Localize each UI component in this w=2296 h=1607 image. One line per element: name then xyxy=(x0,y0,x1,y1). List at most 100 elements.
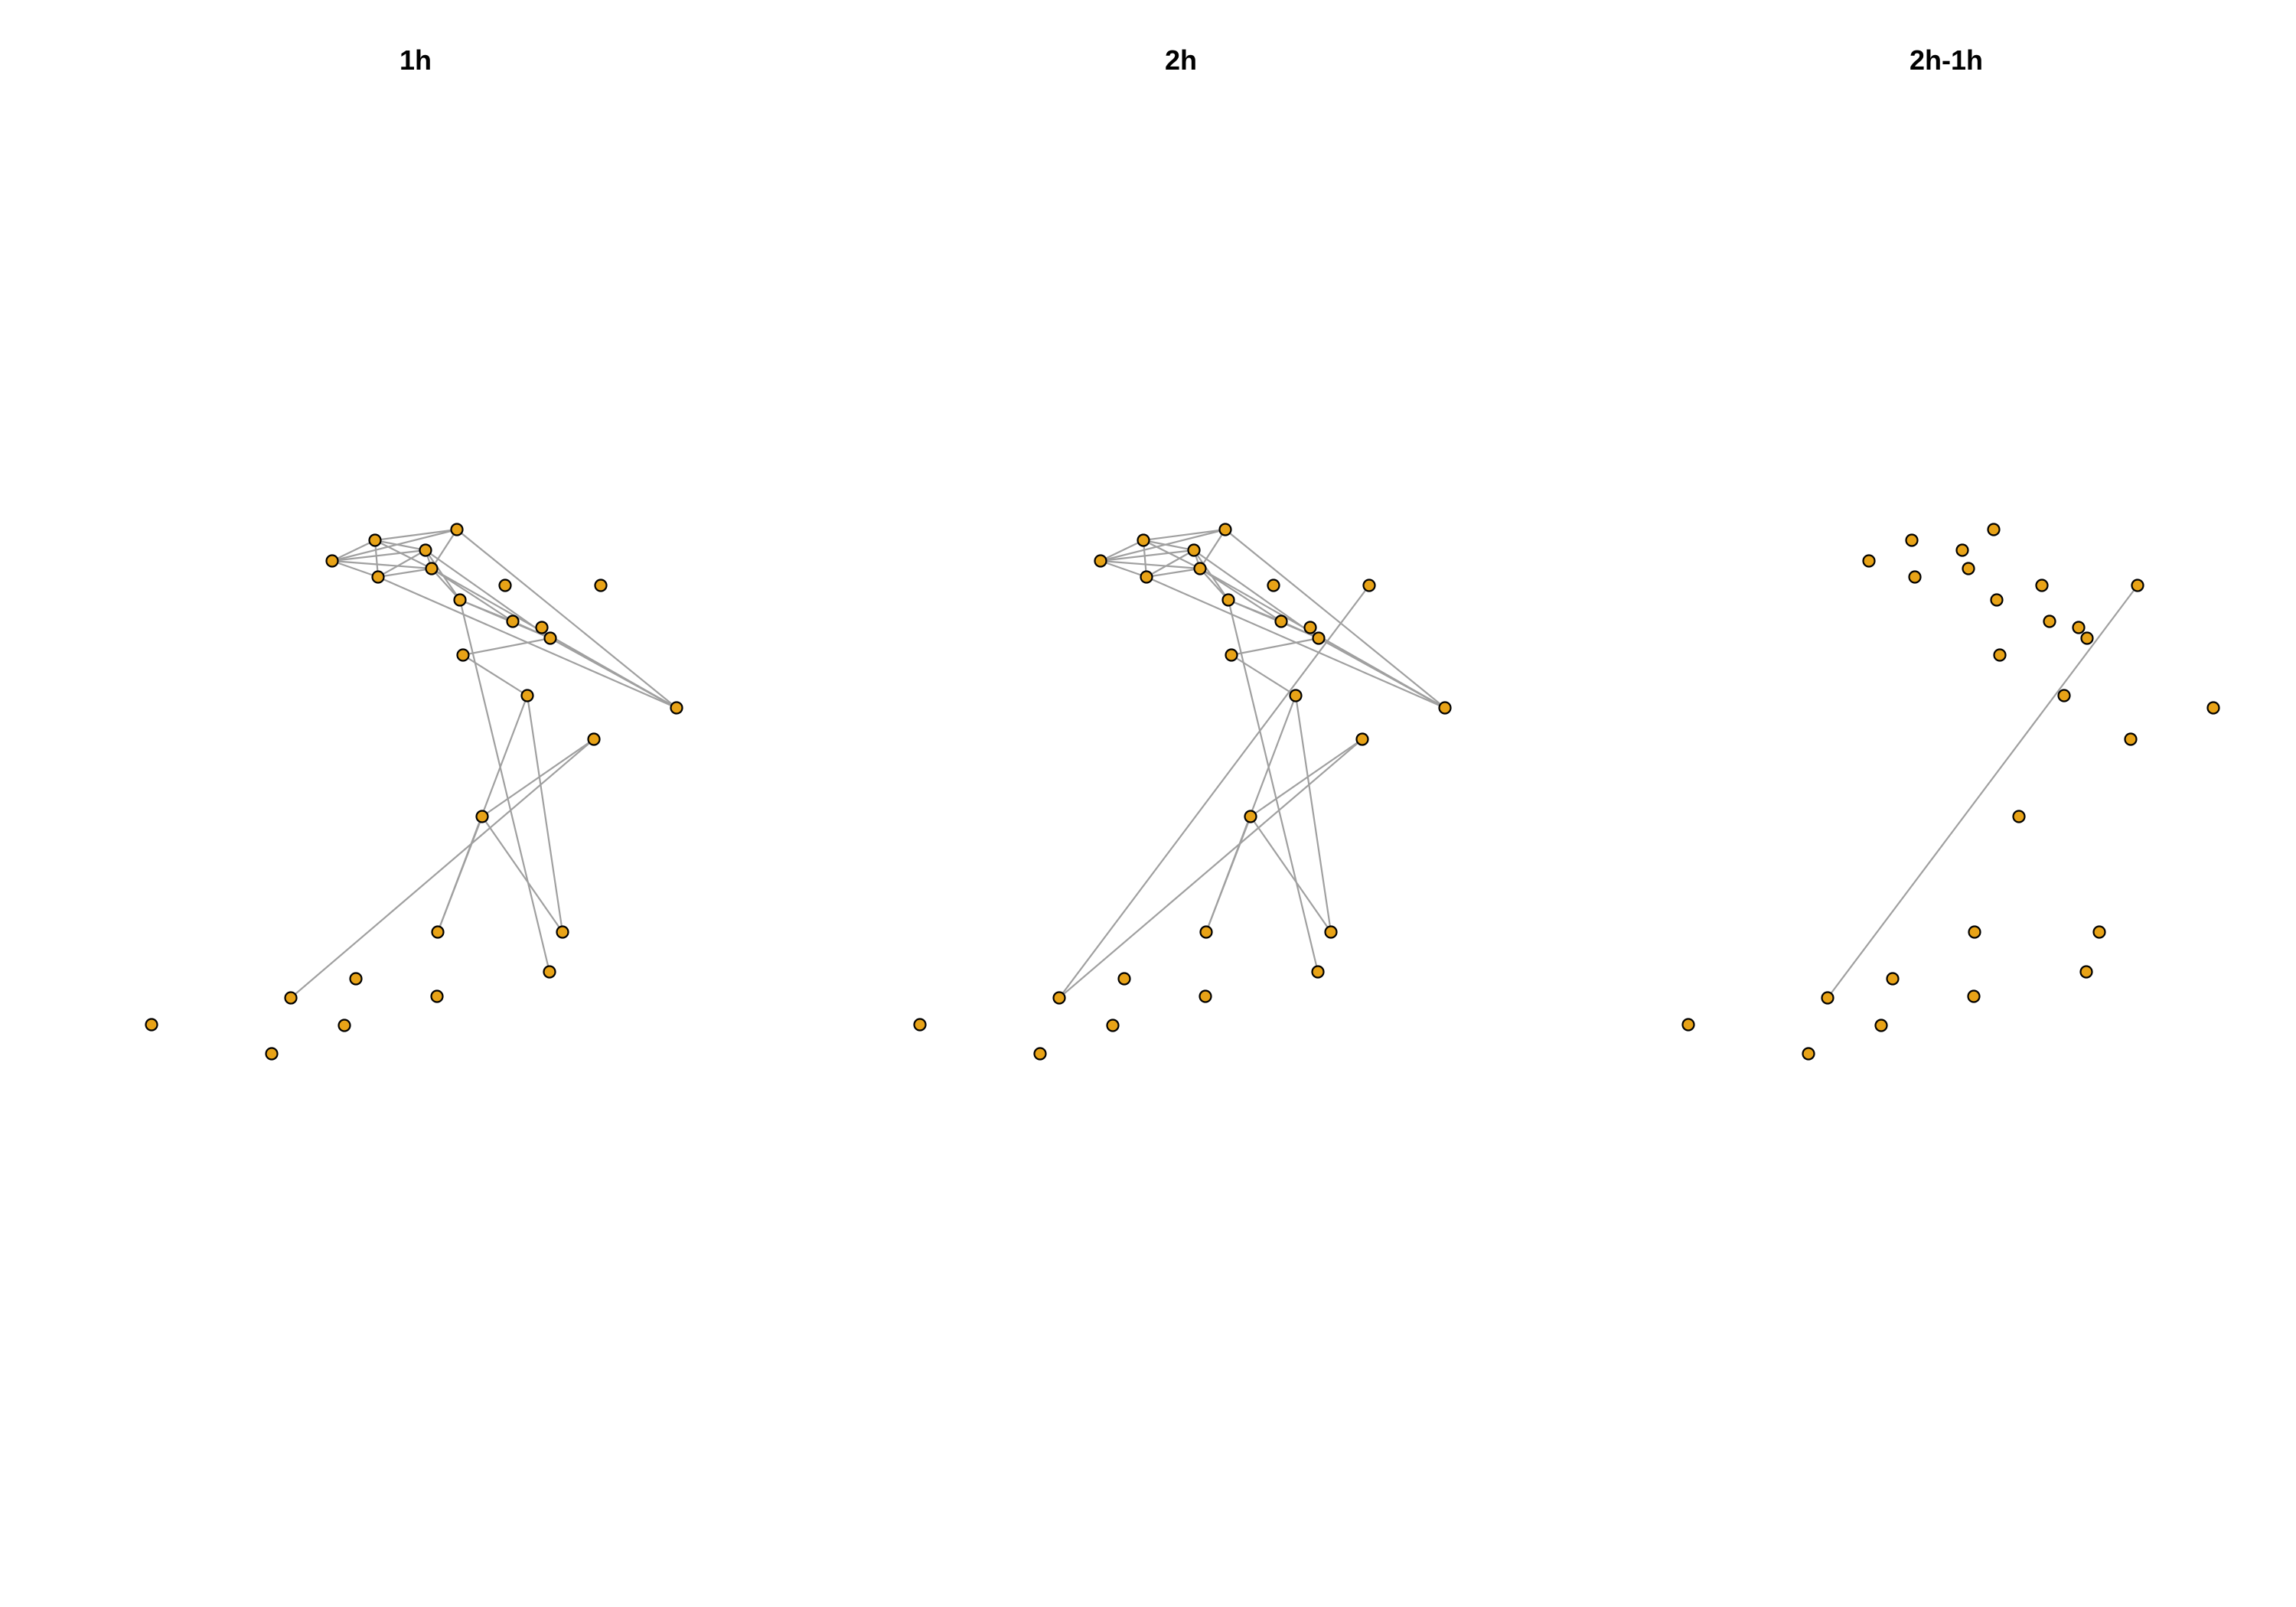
edge xyxy=(431,529,458,569)
node xyxy=(2043,614,2056,628)
edge xyxy=(1100,549,1195,562)
edge xyxy=(1199,568,1282,622)
node xyxy=(670,701,683,715)
edge xyxy=(1205,816,1252,933)
panel-title-2h-1h: 2h-1h xyxy=(1909,44,1983,76)
node xyxy=(425,562,439,575)
edge xyxy=(377,549,426,578)
node xyxy=(456,648,470,662)
edge xyxy=(526,695,564,933)
node xyxy=(2012,810,2026,823)
edge xyxy=(331,559,379,579)
node xyxy=(1312,631,1326,645)
node xyxy=(349,972,363,986)
node xyxy=(453,593,467,607)
node xyxy=(1990,593,2004,607)
node xyxy=(587,732,601,746)
node xyxy=(1324,925,1338,939)
edges-2h xyxy=(1058,528,1446,999)
edge xyxy=(1146,549,1195,578)
edge xyxy=(436,816,484,933)
edge xyxy=(1294,695,1332,933)
node xyxy=(325,554,339,568)
node xyxy=(1289,689,1303,702)
edge xyxy=(1058,585,1370,999)
edge xyxy=(1250,816,1332,933)
node xyxy=(1905,533,1919,547)
node xyxy=(1862,554,1876,568)
nodes-1h xyxy=(145,523,683,1061)
edge xyxy=(1231,637,1319,657)
edge xyxy=(377,567,432,579)
panel-2h-1h xyxy=(1681,523,2220,1061)
edge xyxy=(1193,549,1319,639)
node xyxy=(1199,925,1213,939)
node xyxy=(450,523,464,536)
edge xyxy=(1143,528,1226,542)
node xyxy=(1362,579,1376,592)
node xyxy=(1967,989,1981,1003)
node xyxy=(1267,579,1280,592)
node xyxy=(1821,991,1835,1005)
edge xyxy=(1199,529,1226,569)
edge xyxy=(458,599,551,973)
node xyxy=(1187,543,1201,557)
node xyxy=(419,543,432,557)
edge xyxy=(1318,637,1446,709)
node xyxy=(1908,570,1922,584)
node xyxy=(556,925,569,939)
node xyxy=(913,1018,927,1032)
node xyxy=(145,1018,158,1032)
node xyxy=(2206,701,2220,715)
node xyxy=(1052,991,1066,1005)
node xyxy=(2131,579,2144,592)
edge xyxy=(331,549,426,562)
node xyxy=(2035,579,2049,592)
node xyxy=(2124,732,2138,746)
node xyxy=(535,621,549,634)
edge xyxy=(374,528,458,542)
node xyxy=(1955,543,1969,557)
node xyxy=(1968,925,1981,939)
node xyxy=(1355,732,1369,746)
edge xyxy=(1100,559,1147,579)
node xyxy=(520,689,534,702)
node xyxy=(1681,1018,1695,1032)
edge xyxy=(1231,654,1296,696)
node xyxy=(338,1019,351,1032)
edges-1h xyxy=(290,528,677,999)
node xyxy=(1438,701,1452,715)
edge xyxy=(1100,559,1201,570)
edge xyxy=(481,738,595,817)
node xyxy=(594,579,608,592)
edge xyxy=(550,637,677,709)
node xyxy=(1962,562,1975,575)
edge xyxy=(290,738,595,999)
edge xyxy=(425,549,551,639)
node xyxy=(498,579,512,592)
edge xyxy=(331,559,432,570)
edge xyxy=(1100,528,1226,562)
node xyxy=(431,925,445,939)
edge xyxy=(481,816,563,933)
panel-1h xyxy=(145,523,683,1061)
edge xyxy=(1146,567,1201,579)
node xyxy=(1137,533,1150,547)
node xyxy=(1244,810,1257,823)
edge xyxy=(374,539,432,569)
edge xyxy=(331,528,458,562)
node xyxy=(284,991,298,1005)
nodes-2h xyxy=(913,523,1452,1061)
edge xyxy=(1100,539,1144,562)
panel-title-1h: 1h xyxy=(399,44,432,76)
node xyxy=(1225,648,1238,662)
node xyxy=(1274,614,1288,628)
edge xyxy=(1280,620,1319,640)
edge xyxy=(1250,738,1363,817)
nodes-2h-1h xyxy=(1681,523,2220,1061)
node xyxy=(1221,593,1235,607)
node xyxy=(1193,562,1207,575)
edge xyxy=(374,539,426,552)
